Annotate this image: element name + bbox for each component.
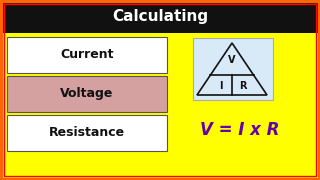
- Text: V = I x R: V = I x R: [200, 121, 280, 139]
- Bar: [193, 38, 273, 100]
- Text: Calculating: Calculating: [112, 10, 208, 24]
- Bar: [7, 37, 167, 73]
- Text: Current: Current: [60, 48, 114, 62]
- Bar: [7, 76, 167, 112]
- Text: R: R: [239, 81, 246, 91]
- Text: V: V: [228, 55, 236, 65]
- Text: Voltage: Voltage: [60, 87, 114, 100]
- Bar: [7, 115, 167, 151]
- Text: Resistance: Resistance: [49, 127, 125, 140]
- Bar: [0, 0, 320, 33]
- Text: I: I: [220, 81, 223, 91]
